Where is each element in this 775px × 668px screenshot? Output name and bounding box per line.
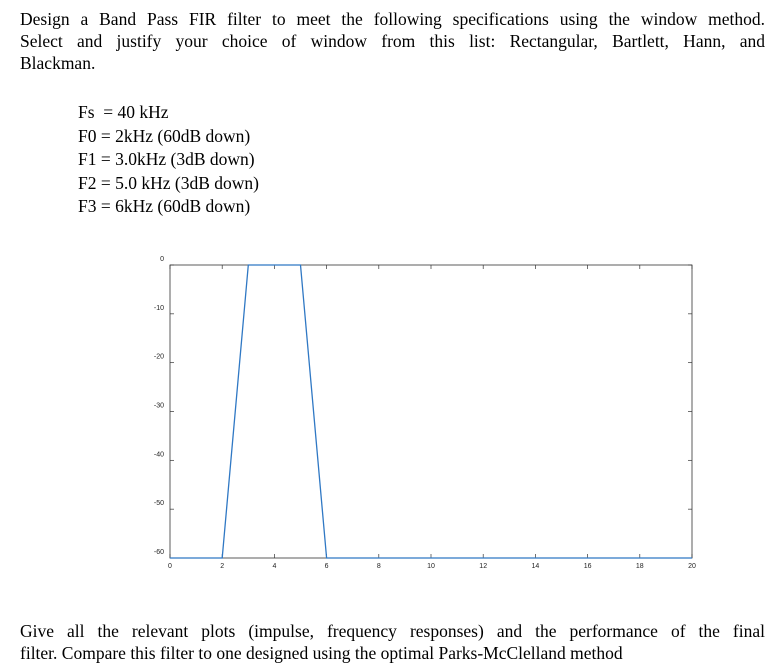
y-tick-label: -30 <box>154 403 164 410</box>
problem-statement: Design a Band Pass FIR filter to meet th… <box>20 8 765 74</box>
x-tick-label: 14 <box>532 563 540 570</box>
spec-f3: F3 = 6kHz (60dB down) <box>78 196 251 216</box>
x-tick-label: 18 <box>636 563 644 570</box>
x-tick-label: 2 <box>220 563 224 570</box>
plot-frame <box>169 264 693 559</box>
deliverables-line-2: filter. Compare this filter to one desig… <box>20 643 623 663</box>
x-tick-label: 10 <box>427 563 435 570</box>
y-tick-label: -10 <box>154 305 164 312</box>
spec-f0: F0 = 2kHz (60dB down) <box>78 125 251 146</box>
deliverables-statement: Give all the relevant plots (impulse, fr… <box>20 620 765 664</box>
magnitude-response-chart: 0 2 4 6 8 10 12 14 16 18 20 0 -10 -20 -30 -40 -50 -60 <box>154 256 696 570</box>
x-tick-label: 12 <box>479 563 487 570</box>
deliverables-line-1: Give all the relevant plots (impulse, fr… <box>20 621 765 641</box>
y-tick-label: -60 <box>154 549 164 556</box>
x-tick-label: 20 <box>688 563 696 570</box>
spec-sampling-frequency: Fs = 40 kHz <box>78 102 169 122</box>
x-tick-label: 8 <box>377 563 381 570</box>
y-tick-label: -40 <box>154 451 164 458</box>
x-tick-label: 6 <box>325 563 329 570</box>
problem-line-3: Blackman. <box>20 53 96 73</box>
y-tick-label: -20 <box>154 354 164 361</box>
y-tick-label: -50 <box>154 500 164 507</box>
x-tick-label: 4 <box>272 563 276 570</box>
x-tick-label: 16 <box>584 563 592 570</box>
y-tick-label: 0 <box>160 256 164 263</box>
series-line <box>170 264 692 559</box>
spec-f1: F1 = 3.0kHz (3dB down) <box>78 149 255 169</box>
problem-line-1: Design a Band Pass FIR filter to meet th… <box>20 9 765 29</box>
x-tick-label: 0 <box>168 563 172 570</box>
spec-f2: F2 = 5.0 kHz (3dB down) <box>78 172 259 193</box>
problem-line-2: Select and justify your choice of window… <box>20 31 765 51</box>
filter-specifications: Fs = 40 kHz F0 = 2kHz (60dB down) F1 = 3… <box>78 101 259 219</box>
